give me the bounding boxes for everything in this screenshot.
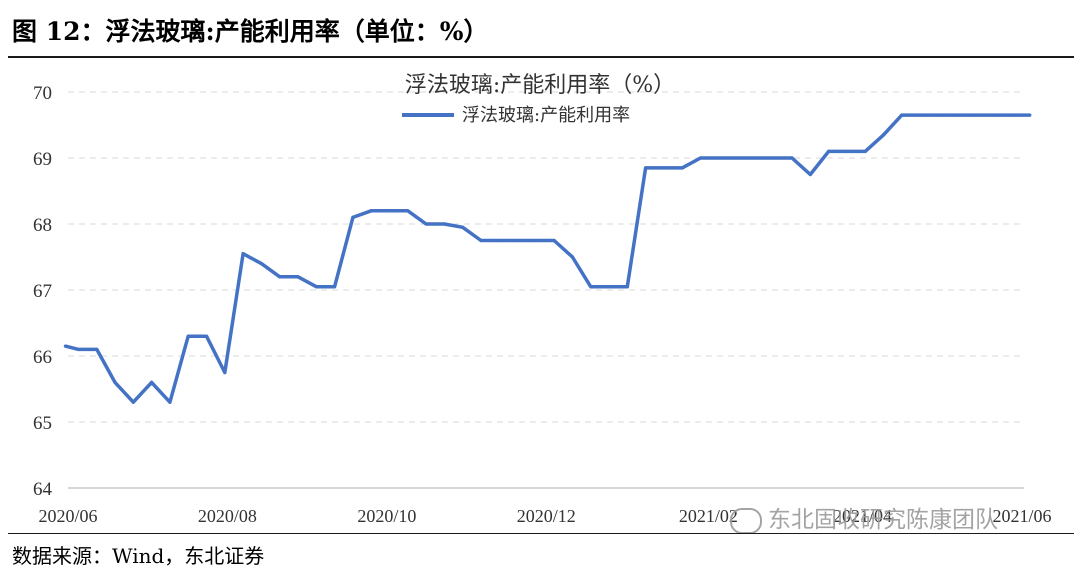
x-tick-label: 2021/02	[679, 506, 738, 526]
data-source: 数据来源：Wind，东北证券	[12, 544, 265, 568]
data-point	[644, 166, 648, 170]
data-point	[698, 156, 703, 160]
top-rule	[8, 56, 1074, 58]
data-point	[223, 370, 227, 375]
data-point	[278, 275, 282, 279]
data-point	[589, 285, 593, 289]
data-point	[552, 238, 556, 243]
x-axis-tick-labels: 2020/06 2020/08 2020/10 2020/12 2021/02 2021/…	[38, 506, 1051, 526]
data-point	[369, 209, 373, 213]
data-point	[131, 400, 135, 404]
data-point	[241, 252, 245, 256]
data-point	[204, 334, 209, 338]
bottom-rule	[8, 533, 1074, 534]
data-point	[918, 113, 922, 117]
data-point	[1028, 113, 1032, 117]
x-tick-label: 2020/10	[357, 506, 416, 526]
data-point	[607, 285, 611, 289]
y-tick-label: 64	[33, 479, 53, 500]
y-tick-label: 70	[33, 83, 52, 104]
data-point	[955, 113, 959, 117]
data-point	[442, 222, 446, 226]
legend: 浮法玻璃:产能利用率	[402, 105, 630, 126]
data-point	[534, 238, 538, 243]
data-point	[863, 149, 867, 153]
legend-label: 浮法玻璃:产能利用率	[462, 105, 630, 126]
data-point	[772, 156, 776, 160]
data-point	[973, 113, 977, 117]
data-point	[168, 400, 172, 404]
data-point	[790, 156, 794, 160]
data-point	[479, 238, 483, 243]
x-tick-label: 2020/08	[198, 506, 257, 526]
series-layer	[63, 113, 1032, 404]
data-point	[387, 209, 392, 213]
data-point	[753, 156, 758, 160]
data-point	[332, 285, 337, 289]
wechat-icon	[730, 507, 762, 534]
y-tick-label: 68	[33, 215, 52, 236]
y-axis-tick-labels: 64 65 66 67 68 69 70	[33, 83, 53, 500]
data-point	[826, 149, 831, 153]
data-point	[314, 285, 318, 289]
data-point	[881, 133, 886, 137]
x-tick-label: 2021/04	[833, 506, 892, 526]
watermark: 东北固收研究陈康团队	[730, 500, 998, 534]
data-point	[936, 113, 940, 117]
watermark-text: 东北固收研究陈康团队	[768, 507, 998, 533]
data-point	[351, 215, 355, 219]
y-tick-label: 67	[33, 281, 52, 302]
y-tick-label: 66	[33, 347, 52, 368]
data-point	[991, 113, 995, 117]
figure-title: 图 12：浮法玻璃:产能利用率（单位：%）	[12, 17, 489, 46]
data-point	[461, 225, 465, 229]
data-point	[95, 347, 99, 351]
data-point	[680, 166, 684, 170]
data-point	[662, 166, 666, 170]
data-point	[845, 149, 849, 153]
data-point	[296, 275, 300, 279]
data-point	[497, 238, 501, 243]
data-point	[186, 334, 190, 338]
data-point	[1009, 113, 1014, 117]
data-point	[808, 172, 812, 177]
chart-title: 浮法玻璃:产能利用率（%）	[405, 73, 675, 98]
data-point	[625, 285, 629, 289]
data-point	[406, 209, 410, 213]
data-point	[259, 262, 264, 266]
data-point	[424, 222, 428, 226]
data-point	[113, 380, 117, 384]
data-point	[63, 344, 67, 348]
x-tick-label: 2020/06	[38, 506, 97, 526]
data-point	[717, 156, 721, 160]
data-point	[570, 255, 575, 259]
data-point	[735, 156, 739, 160]
data-point	[515, 238, 520, 243]
data-point	[76, 347, 81, 351]
data-point	[900, 113, 904, 117]
series-line	[64, 113, 1030, 404]
data-point	[150, 380, 154, 384]
grid-lines	[68, 91, 1024, 489]
y-tick-label: 65	[33, 413, 52, 434]
y-tick-label: 69	[33, 149, 52, 170]
x-tick-label: 2020/12	[517, 506, 576, 526]
x-tick-label: 2021/06	[992, 506, 1051, 526]
